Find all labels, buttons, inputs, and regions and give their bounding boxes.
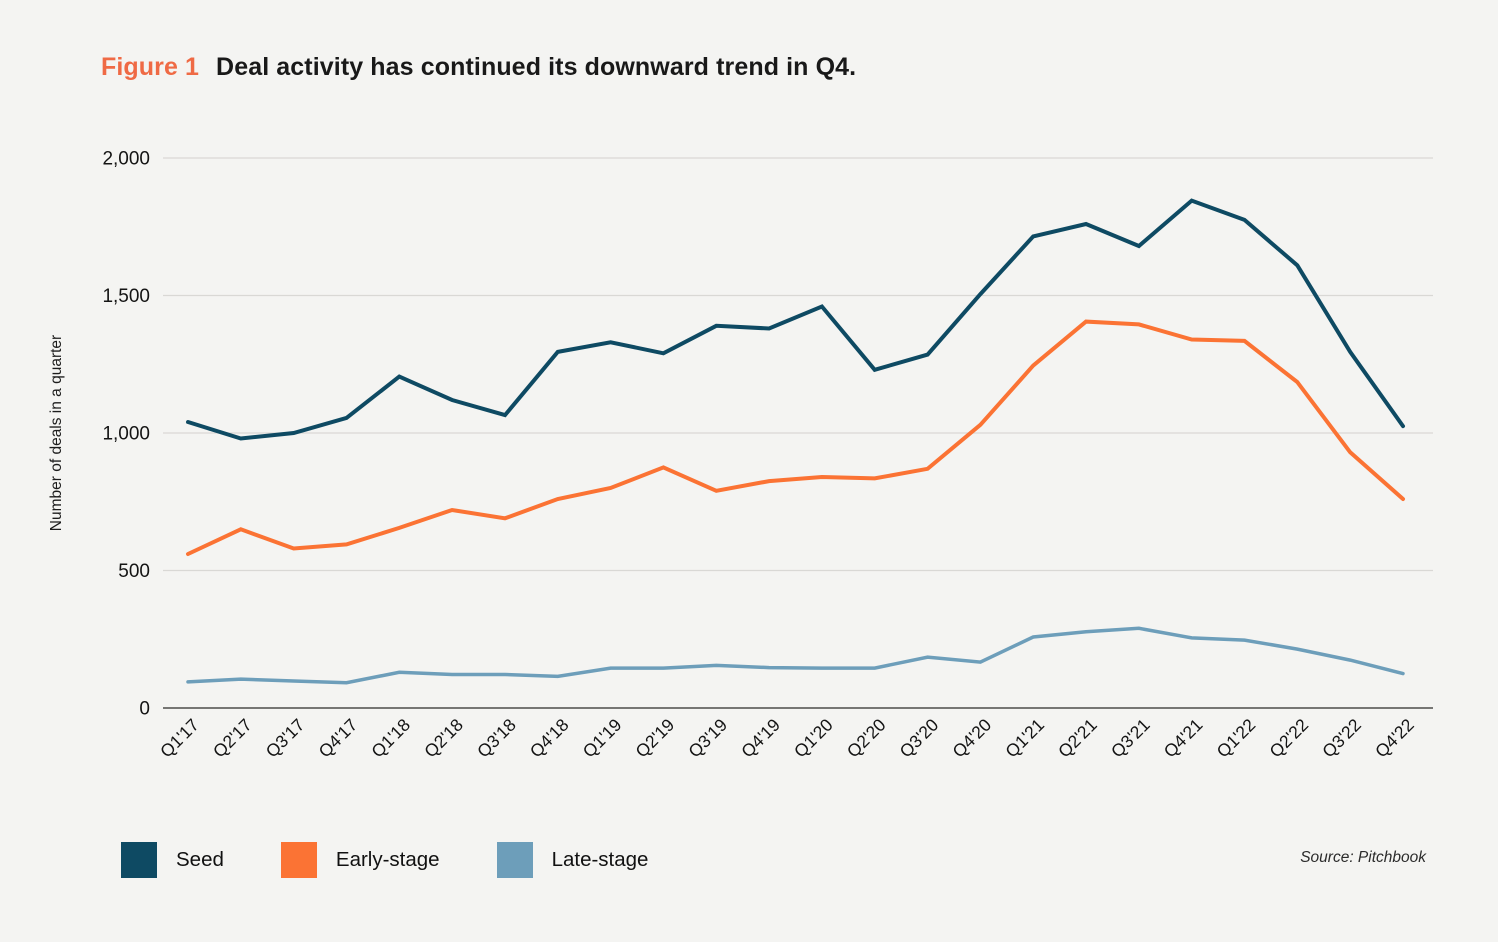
x-tick-label: Q2'21: [1054, 715, 1101, 762]
x-tick-label: Q4'20: [948, 715, 995, 762]
x-tick-label: Q3'17: [262, 715, 309, 762]
series-line-early-stage: [186, 319, 1405, 556]
x-tick-label: Q3'20: [896, 715, 943, 762]
x-tick-label: Q4'22: [1371, 715, 1418, 762]
early-stage-swatch-icon: [280, 842, 317, 878]
x-tick-label: Q3'21: [1107, 715, 1154, 762]
legend-label-seed: Seed: [176, 848, 224, 871]
x-tick-label: Q2'22: [1265, 715, 1312, 762]
x-tick-label: Q1'17: [156, 715, 203, 762]
series-line-seed: [186, 198, 1405, 441]
x-tick-label: Q2'19: [631, 715, 678, 762]
late-stage-swatch-icon: [496, 842, 533, 878]
x-tick-label: Q1'21: [1001, 715, 1048, 762]
title-text: Deal activity has continued its downward…: [216, 53, 857, 81]
x-tick-label: Q4'19: [737, 715, 784, 762]
x-tick-label: Q2'17: [209, 715, 256, 762]
x-tick-label: Q1'18: [367, 715, 414, 762]
legend-item-seed: Seed: [121, 842, 224, 878]
legend-label-late-stage: Late-stage: [551, 848, 649, 871]
x-tick-label: Q4'17: [315, 715, 362, 762]
legend-item-early-stage: Early-stage: [280, 842, 440, 878]
x-tick-label: Q2'20: [843, 715, 890, 762]
x-tick-label: Q3'22: [1318, 715, 1365, 762]
y-tick-label: 2,000: [102, 149, 150, 170]
y-tick-label: 0: [139, 699, 150, 720]
x-tick-label: Q4'18: [526, 715, 573, 762]
x-tick-label: Q1'22: [1213, 715, 1260, 762]
x-tick-label: Q2'18: [420, 715, 467, 762]
series-line-late-stage: [186, 626, 1405, 685]
x-tick-label: Q1'19: [579, 715, 626, 762]
y-tick-label: 1,000: [102, 424, 150, 445]
figure-label: Figure 1: [101, 53, 200, 81]
y-tick-label: 1,500: [102, 286, 150, 307]
x-tick-label: Q1'20: [790, 715, 837, 762]
x-tick-label: Q3'19: [684, 715, 731, 762]
y-axis-title: Number of deals in a quarter: [48, 334, 65, 532]
page-title: Figure 1 Deal activity has continued its …: [101, 53, 856, 82]
legend-label-early-stage: Early-stage: [335, 848, 440, 871]
legend-item-late-stage: Late-stage: [496, 842, 649, 878]
y-tick-label: 500: [118, 561, 150, 582]
seed-swatch-icon: [121, 842, 157, 878]
x-tick-label: Q3'18: [473, 715, 520, 762]
legend: Seed Early-stage Late-stage: [121, 842, 705, 878]
source-text: Source: Pitchbook: [1300, 849, 1426, 866]
x-tick-label: Q4'21: [1160, 715, 1207, 762]
